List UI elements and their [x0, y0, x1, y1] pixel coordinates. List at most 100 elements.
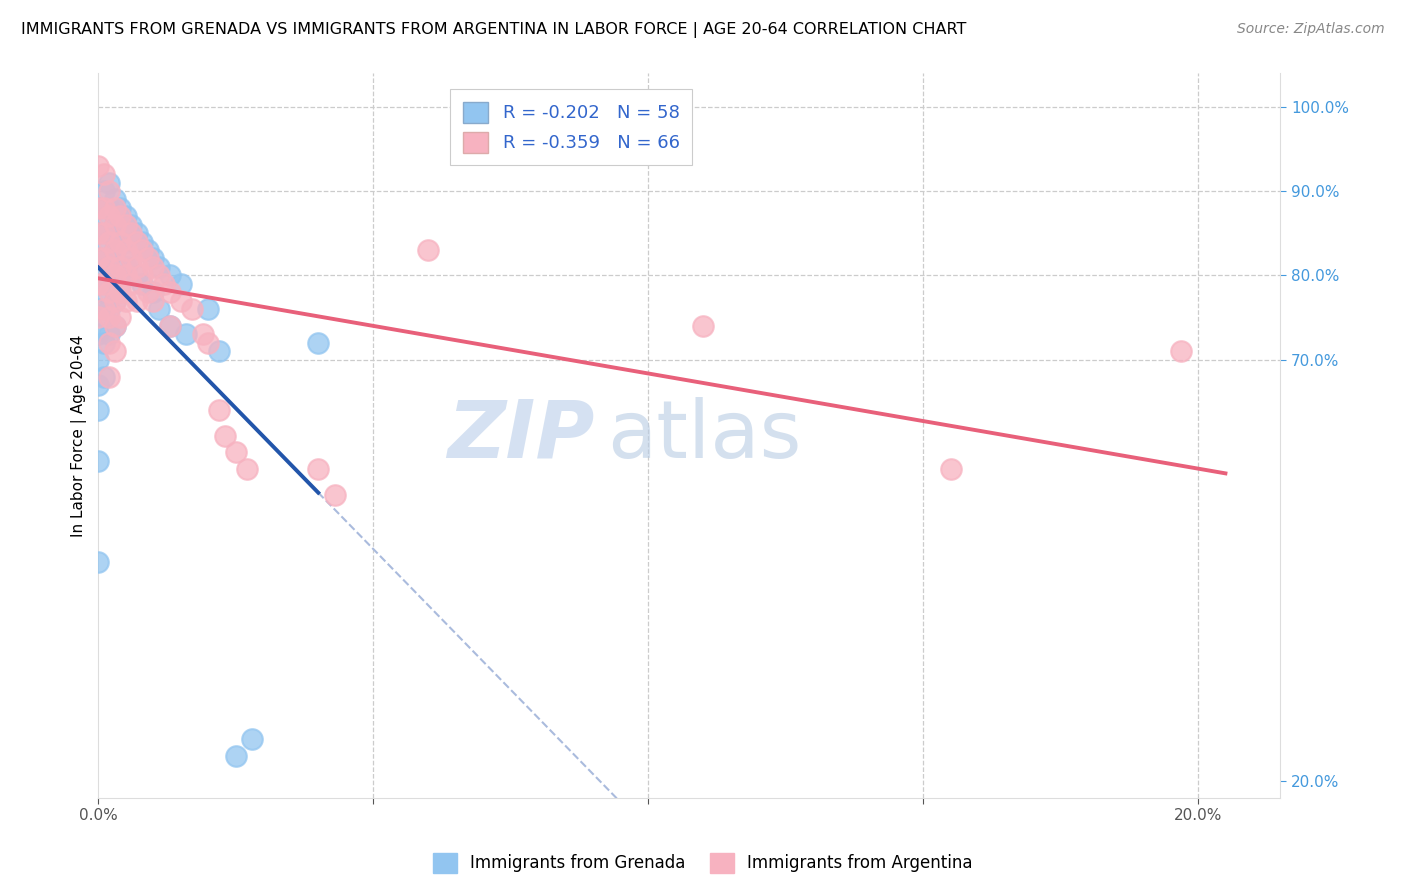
Point	[153, 277, 176, 291]
Point	[93, 285, 115, 300]
Point	[104, 218, 127, 232]
Point	[98, 369, 121, 384]
Point	[125, 226, 148, 240]
Point	[87, 252, 110, 266]
Point	[110, 285, 132, 300]
Point	[115, 293, 138, 308]
Point	[104, 268, 127, 283]
Point	[87, 277, 110, 291]
Point	[225, 748, 247, 763]
Point	[93, 310, 115, 325]
Point	[104, 201, 127, 215]
Point	[125, 235, 148, 249]
Point	[240, 732, 263, 747]
Y-axis label: In Labor Force | Age 20-64: In Labor Force | Age 20-64	[72, 334, 87, 537]
Point	[110, 226, 132, 240]
Point	[104, 293, 127, 308]
Point	[131, 268, 153, 283]
Point	[125, 260, 148, 274]
Point	[93, 167, 115, 181]
Point	[939, 462, 962, 476]
Point	[131, 235, 153, 249]
Point	[115, 235, 138, 249]
Point	[98, 327, 121, 342]
Point	[98, 285, 121, 300]
Point	[93, 235, 115, 249]
Point	[191, 327, 214, 342]
Point	[98, 226, 121, 240]
Point	[87, 226, 110, 240]
Point	[159, 318, 181, 333]
Point	[104, 243, 127, 257]
Point	[197, 335, 219, 350]
Point	[418, 243, 440, 257]
Point	[104, 243, 127, 257]
Point	[142, 293, 165, 308]
Point	[98, 301, 121, 316]
Point	[148, 268, 170, 283]
Point	[1170, 344, 1192, 359]
Text: IMMIGRANTS FROM GRENADA VS IMMIGRANTS FROM ARGENTINA IN LABOR FORCE | AGE 20-64 : IMMIGRANTS FROM GRENADA VS IMMIGRANTS FR…	[21, 22, 966, 38]
Point	[142, 285, 165, 300]
Point	[136, 285, 159, 300]
Point	[110, 260, 132, 274]
Point	[214, 428, 236, 442]
Point	[307, 462, 329, 476]
Point	[104, 318, 127, 333]
Point	[120, 252, 142, 266]
Point	[87, 301, 110, 316]
Point	[120, 277, 142, 291]
Point	[323, 487, 346, 501]
Point	[307, 335, 329, 350]
Point	[142, 252, 165, 266]
Point	[110, 210, 132, 224]
Point	[98, 235, 121, 249]
Point	[136, 252, 159, 266]
Point	[225, 445, 247, 459]
Point	[120, 218, 142, 232]
Point	[208, 403, 231, 417]
Point	[104, 293, 127, 308]
Point	[125, 293, 148, 308]
Point	[115, 260, 138, 274]
Point	[98, 335, 121, 350]
Point	[180, 301, 202, 316]
Point	[87, 327, 110, 342]
Point	[104, 344, 127, 359]
Point	[170, 277, 193, 291]
Point	[110, 310, 132, 325]
Point	[110, 201, 132, 215]
Point	[104, 318, 127, 333]
Point	[87, 555, 110, 569]
Point	[93, 301, 115, 316]
Point	[87, 252, 110, 266]
Point	[93, 226, 115, 240]
Point	[110, 235, 132, 249]
Point	[131, 243, 153, 257]
Point	[87, 352, 110, 367]
Point	[98, 252, 121, 266]
Point	[208, 344, 231, 359]
Point	[110, 277, 132, 291]
Point	[104, 268, 127, 283]
Point	[159, 318, 181, 333]
Point	[87, 277, 110, 291]
Point	[87, 378, 110, 392]
Text: Source: ZipAtlas.com: Source: ZipAtlas.com	[1237, 22, 1385, 37]
Point	[142, 260, 165, 274]
Point	[692, 318, 714, 333]
Point	[98, 201, 121, 215]
Point	[131, 277, 153, 291]
Legend: R = -0.202   N = 58, R = -0.359   N = 66: R = -0.202 N = 58, R = -0.359 N = 66	[450, 89, 692, 165]
Point	[125, 268, 148, 283]
Point	[87, 226, 110, 240]
Point	[115, 218, 138, 232]
Legend: Immigrants from Grenada, Immigrants from Argentina: Immigrants from Grenada, Immigrants from…	[427, 847, 979, 880]
Point	[93, 184, 115, 198]
Point	[176, 327, 198, 342]
Point	[98, 210, 121, 224]
Point	[93, 260, 115, 274]
Point	[136, 243, 159, 257]
Point	[120, 226, 142, 240]
Point	[236, 462, 259, 476]
